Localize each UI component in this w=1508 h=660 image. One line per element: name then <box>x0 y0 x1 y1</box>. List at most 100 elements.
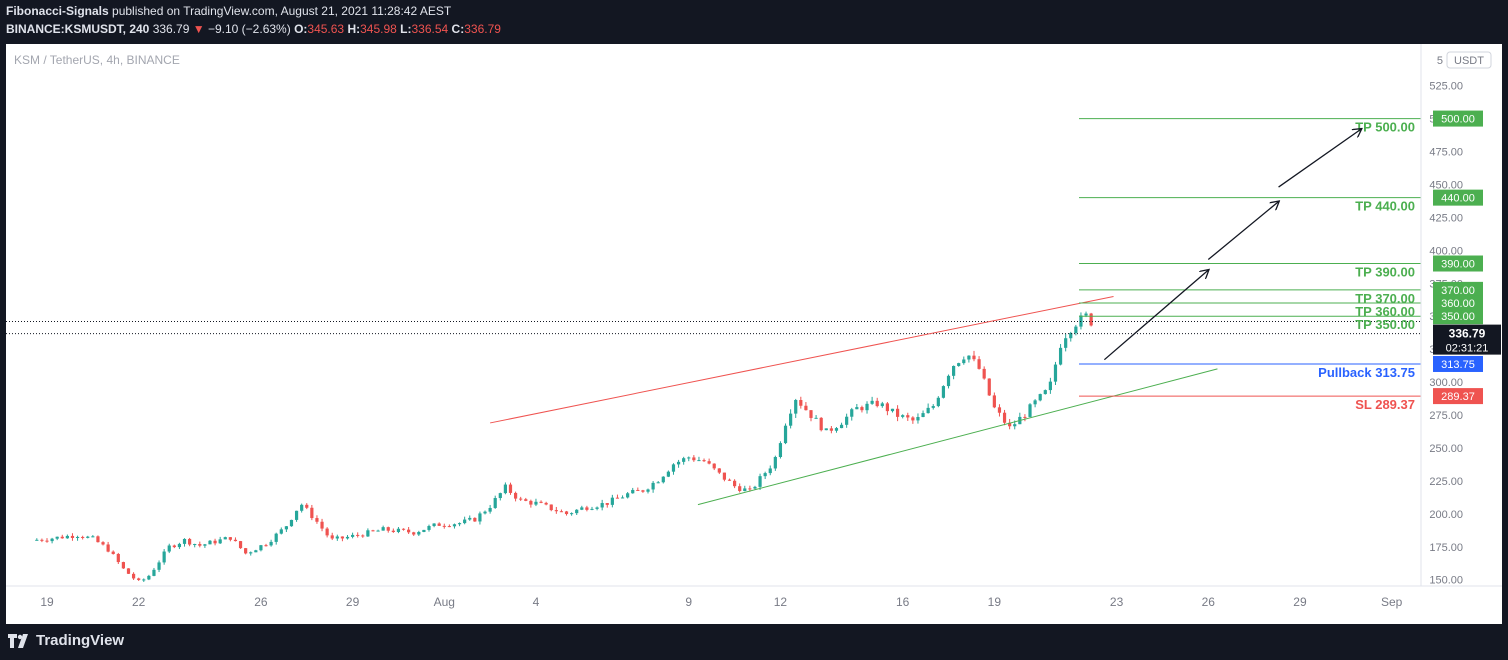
last-price-tag-label: 336.79 <box>1449 327 1486 341</box>
candle-body <box>177 543 182 548</box>
candle-body <box>773 456 777 469</box>
candle-body <box>936 397 940 407</box>
candle-body <box>590 508 594 510</box>
candle-body <box>223 537 227 540</box>
candle-body <box>167 545 171 552</box>
candle-body <box>503 484 507 494</box>
candle-body <box>839 424 844 429</box>
symbol-label: BINANCE:KSMUSDT, 240 <box>6 22 150 36</box>
candle-body <box>305 504 309 508</box>
change-value: −9.10 (−2.63%) <box>207 22 291 36</box>
candle-body <box>544 502 548 505</box>
level-tag-label: 360.00 <box>1441 298 1475 310</box>
candle-body <box>65 535 69 539</box>
candle-body <box>325 528 329 536</box>
projection-arrow <box>1103 270 1208 361</box>
level-tag-label: 500.00 <box>1441 114 1475 126</box>
candle-body <box>81 536 85 538</box>
level-label: SL 289.37 <box>1355 397 1415 412</box>
candle-body <box>824 428 828 431</box>
candle-body <box>534 501 538 505</box>
footer-brand[interactable]: TradingView <box>36 632 125 649</box>
candle-body <box>799 400 803 406</box>
projection-arrow <box>1207 202 1278 261</box>
level-label: TP 350.00 <box>1355 317 1415 332</box>
candle-body <box>554 510 558 512</box>
projection-arrow <box>1278 129 1362 188</box>
candle-body <box>967 355 971 360</box>
level-label: TP 360.00 <box>1355 304 1415 319</box>
candle-body <box>254 550 258 553</box>
candle-body <box>845 416 849 425</box>
author-name[interactable]: Fibonacci-Signals <box>6 4 109 18</box>
countdown-label: 02:31:21 <box>1446 343 1489 355</box>
candle-body <box>946 375 951 387</box>
y-tick-label: 400.00 <box>1429 245 1463 257</box>
close-value: 336.79 <box>464 22 501 36</box>
candle-body <box>1013 424 1017 427</box>
x-tick-label: 9 <box>685 595 692 609</box>
candle-body <box>957 363 961 366</box>
candle-body <box>631 489 635 494</box>
candle-body <box>228 537 232 540</box>
level-tag-label: 440.00 <box>1441 193 1475 205</box>
candle-body <box>315 518 319 522</box>
candle-body <box>676 461 681 465</box>
candle-body <box>432 523 436 527</box>
candle-body <box>789 413 793 426</box>
candle-body <box>717 468 721 473</box>
candle-body <box>834 428 839 431</box>
candle-body <box>483 511 487 514</box>
ohlc-line: BINANCE:KSMUSDT, 240 336.79 ▼ −9.10 (−2.… <box>6 22 501 36</box>
candle-body <box>865 403 869 411</box>
candle-body <box>666 471 670 477</box>
open-value: 345.63 <box>307 22 345 36</box>
candle-body <box>651 482 655 490</box>
candle-body <box>880 403 884 407</box>
candle-body <box>870 400 874 404</box>
level-tag <box>1433 295 1483 312</box>
candle-body <box>198 544 202 546</box>
candle-body <box>580 507 584 510</box>
candle-body <box>412 532 416 535</box>
chart-area[interactable]: KSM / TetherUS, 4h, BINANCE TP 500.00 TP … <box>6 44 1502 624</box>
level-label: TP 440.00 <box>1355 199 1415 214</box>
candle-body <box>722 472 727 480</box>
candle-body <box>401 528 406 530</box>
candle-body <box>391 530 395 532</box>
x-tick-label: 16 <box>896 595 910 609</box>
candle-body <box>697 460 701 462</box>
chart-symbol-line: KSM / TetherUS, 4h, BINANCE <box>14 53 180 67</box>
low-value: 336.54 <box>411 22 449 36</box>
candle-body <box>376 530 380 532</box>
candle-body <box>860 407 864 411</box>
candle-body <box>442 525 446 527</box>
candle-body <box>778 443 783 457</box>
candle-body <box>733 480 737 487</box>
candle-body <box>692 457 696 461</box>
candle-body <box>493 498 497 508</box>
x-tick-label: 22 <box>132 595 146 609</box>
candle-body <box>794 400 798 414</box>
candle-body <box>345 536 350 539</box>
candle-body <box>1008 422 1012 427</box>
candle-body <box>508 484 513 493</box>
candle-body <box>473 517 477 522</box>
candle-body <box>116 553 120 563</box>
candle-body <box>513 492 518 499</box>
y-tick-label: 200.00 <box>1429 509 1463 521</box>
candle-body <box>279 529 283 534</box>
candle-body <box>707 461 711 464</box>
candle-body <box>1043 390 1047 395</box>
candle-body <box>600 503 604 508</box>
candle-body <box>809 410 813 418</box>
candle-body <box>1058 347 1063 365</box>
x-tick-label: Sep <box>1381 595 1403 609</box>
level-tag <box>1433 281 1483 298</box>
candle-body <box>1089 313 1093 326</box>
candle-body <box>96 536 100 543</box>
candle-body <box>340 536 345 539</box>
candle-body <box>203 544 207 546</box>
candle-body <box>457 523 462 525</box>
